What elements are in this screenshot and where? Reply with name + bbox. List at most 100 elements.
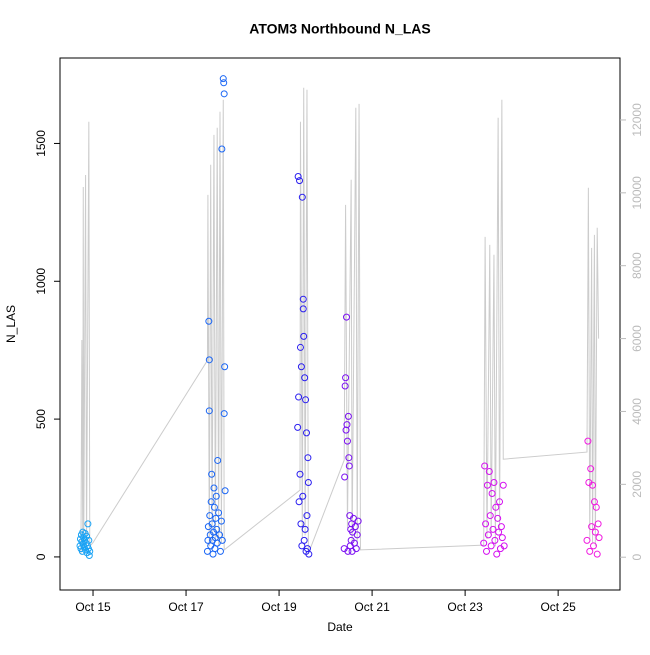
point (205, 356, 213, 364)
x-tick-label: Oct 15 (75, 600, 111, 614)
y-tick-label: 0 (34, 553, 48, 560)
point (591, 528, 599, 536)
point (218, 145, 226, 153)
y2-tick-label: 10000 (630, 176, 644, 210)
point (498, 534, 506, 542)
point (220, 79, 228, 87)
y2-tick-label: 0 (630, 554, 644, 561)
point (216, 547, 224, 555)
point (491, 536, 499, 544)
point (297, 363, 305, 371)
point (495, 528, 503, 536)
point (305, 550, 313, 558)
point (483, 547, 491, 555)
point (344, 412, 352, 420)
point (490, 478, 498, 486)
point (217, 517, 225, 525)
point (481, 462, 489, 470)
point (208, 520, 216, 528)
point (205, 407, 213, 415)
point (492, 503, 500, 511)
point (206, 512, 214, 520)
point (299, 305, 307, 313)
y2-tick-label: 2000 (630, 471, 644, 498)
point (84, 520, 92, 528)
point (483, 481, 491, 489)
point (302, 396, 310, 404)
point (300, 332, 308, 340)
point (480, 539, 488, 547)
point (220, 410, 228, 418)
point (220, 90, 228, 98)
point (496, 498, 504, 506)
point (488, 490, 496, 498)
x-tick-label: Oct 19 (261, 600, 297, 614)
x-tick-label: Oct 25 (540, 600, 576, 614)
point (205, 317, 213, 325)
point (295, 498, 303, 506)
point (304, 478, 312, 486)
point (216, 531, 224, 539)
point (85, 552, 93, 560)
point (586, 547, 594, 555)
x-tick-label: Oct 17 (168, 600, 204, 614)
point (299, 492, 307, 500)
point (296, 343, 304, 351)
point (482, 520, 490, 528)
point (296, 470, 304, 478)
point (203, 547, 211, 555)
point (300, 536, 308, 544)
point (489, 525, 497, 533)
point (341, 473, 349, 481)
point (83, 532, 91, 540)
point (212, 514, 220, 522)
point (299, 295, 307, 303)
point (499, 481, 507, 489)
point (484, 531, 492, 539)
point (352, 545, 360, 553)
point (213, 525, 221, 533)
point (294, 423, 302, 431)
point (294, 173, 302, 181)
point (301, 525, 309, 533)
point (345, 462, 353, 470)
point (212, 492, 220, 500)
point (304, 454, 312, 462)
point (486, 512, 494, 520)
x-tick-label: Oct 23 (447, 600, 483, 614)
point (497, 523, 505, 531)
point (343, 437, 351, 445)
y2-tick-label: 8000 (630, 252, 644, 279)
point (587, 465, 595, 473)
point (592, 503, 600, 511)
point (303, 429, 311, 437)
x-tick-label: Oct 21 (354, 600, 390, 614)
point (86, 547, 94, 555)
point (78, 547, 86, 555)
point (594, 520, 602, 528)
point (85, 536, 93, 544)
y-tick-label: 1500 (34, 130, 48, 157)
point (494, 514, 502, 522)
x-axis-label: Date (327, 620, 353, 634)
point (589, 542, 597, 550)
plot-frame (59, 57, 621, 591)
point (301, 374, 309, 382)
point (351, 523, 359, 531)
point (589, 481, 597, 489)
point (583, 536, 591, 544)
point (500, 542, 508, 550)
point (342, 374, 350, 382)
y2-tick-label: 6000 (630, 325, 644, 352)
point (584, 437, 592, 445)
point (218, 536, 226, 544)
point (487, 542, 495, 550)
point (219, 75, 227, 83)
chart-title: ATOM3 Northbound N_LAS (249, 21, 430, 37)
y-axis-label: N_LAS (4, 305, 18, 343)
point (210, 484, 218, 492)
point (210, 503, 218, 511)
y-tick-label: 1000 (34, 268, 48, 295)
point (341, 382, 349, 390)
